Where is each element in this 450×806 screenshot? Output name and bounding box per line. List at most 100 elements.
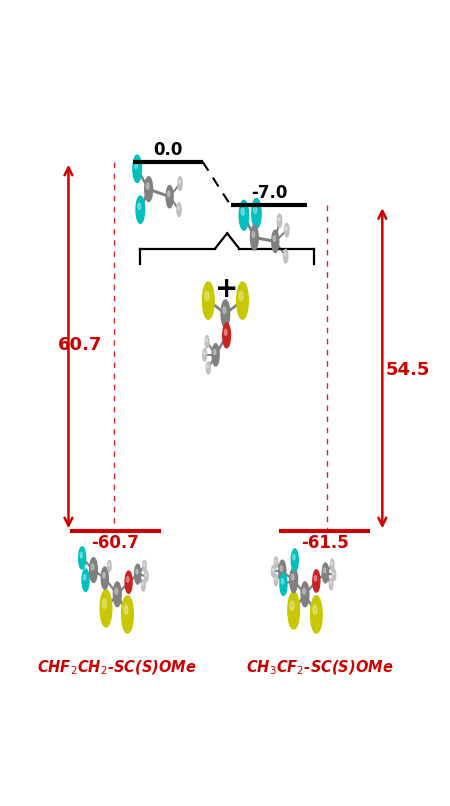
Ellipse shape bbox=[124, 605, 128, 614]
Ellipse shape bbox=[280, 566, 283, 571]
Text: -60.7: -60.7 bbox=[92, 534, 140, 552]
Ellipse shape bbox=[252, 231, 255, 238]
Ellipse shape bbox=[271, 566, 275, 577]
Ellipse shape bbox=[177, 203, 181, 217]
Ellipse shape bbox=[82, 569, 89, 592]
Ellipse shape bbox=[241, 208, 244, 215]
Ellipse shape bbox=[205, 291, 209, 301]
Ellipse shape bbox=[281, 579, 284, 584]
Ellipse shape bbox=[333, 572, 334, 575]
Text: 60.7: 60.7 bbox=[58, 336, 102, 354]
Ellipse shape bbox=[290, 601, 294, 610]
Ellipse shape bbox=[145, 177, 153, 202]
Ellipse shape bbox=[301, 582, 309, 607]
Text: -7.0: -7.0 bbox=[251, 185, 287, 202]
Ellipse shape bbox=[103, 572, 105, 578]
Ellipse shape bbox=[136, 569, 138, 574]
Ellipse shape bbox=[79, 546, 86, 569]
Ellipse shape bbox=[290, 567, 297, 592]
Ellipse shape bbox=[280, 573, 287, 596]
Ellipse shape bbox=[115, 588, 117, 594]
Ellipse shape bbox=[277, 214, 282, 227]
Ellipse shape bbox=[272, 231, 279, 252]
Ellipse shape bbox=[214, 349, 216, 355]
Ellipse shape bbox=[100, 590, 112, 627]
Ellipse shape bbox=[324, 568, 326, 573]
Ellipse shape bbox=[224, 329, 227, 335]
Ellipse shape bbox=[251, 225, 258, 250]
Ellipse shape bbox=[310, 596, 322, 633]
Ellipse shape bbox=[178, 177, 182, 190]
Ellipse shape bbox=[142, 583, 144, 585]
Ellipse shape bbox=[166, 185, 173, 208]
Ellipse shape bbox=[332, 569, 336, 580]
Ellipse shape bbox=[223, 307, 226, 314]
Ellipse shape bbox=[212, 343, 219, 366]
Text: 54.5: 54.5 bbox=[386, 361, 430, 379]
Ellipse shape bbox=[221, 300, 230, 327]
Ellipse shape bbox=[252, 198, 261, 228]
Ellipse shape bbox=[133, 155, 141, 182]
Ellipse shape bbox=[284, 249, 288, 263]
Ellipse shape bbox=[138, 203, 141, 210]
Ellipse shape bbox=[206, 339, 207, 342]
Ellipse shape bbox=[179, 181, 180, 184]
Ellipse shape bbox=[291, 549, 298, 571]
Ellipse shape bbox=[285, 226, 287, 231]
Ellipse shape bbox=[288, 592, 300, 629]
Ellipse shape bbox=[207, 365, 208, 368]
Ellipse shape bbox=[108, 563, 109, 566]
Ellipse shape bbox=[275, 559, 276, 563]
Ellipse shape bbox=[284, 253, 286, 256]
Ellipse shape bbox=[313, 605, 317, 614]
Ellipse shape bbox=[143, 560, 146, 571]
Ellipse shape bbox=[237, 282, 248, 319]
Text: +: + bbox=[216, 275, 239, 303]
Ellipse shape bbox=[223, 323, 230, 347]
Ellipse shape bbox=[275, 577, 276, 580]
Ellipse shape bbox=[80, 552, 82, 558]
Text: CH$_3$CF$_2$-SC(S)OMe: CH$_3$CF$_2$-SC(S)OMe bbox=[246, 659, 393, 677]
Ellipse shape bbox=[329, 579, 333, 590]
Text: CHF$_2$CH$_2$-SC(S)OMe: CHF$_2$CH$_2$-SC(S)OMe bbox=[37, 659, 197, 677]
Ellipse shape bbox=[202, 349, 207, 361]
Ellipse shape bbox=[126, 576, 129, 582]
Ellipse shape bbox=[90, 558, 97, 583]
Ellipse shape bbox=[91, 564, 94, 570]
Ellipse shape bbox=[142, 580, 145, 591]
Text: 0.0: 0.0 bbox=[153, 141, 183, 159]
Ellipse shape bbox=[101, 567, 108, 589]
Ellipse shape bbox=[272, 568, 274, 571]
Ellipse shape bbox=[274, 575, 278, 586]
Ellipse shape bbox=[113, 582, 121, 607]
Ellipse shape bbox=[122, 596, 133, 633]
Ellipse shape bbox=[125, 571, 132, 593]
Ellipse shape bbox=[330, 581, 331, 584]
Ellipse shape bbox=[314, 575, 317, 581]
Ellipse shape bbox=[239, 291, 243, 301]
Ellipse shape bbox=[279, 560, 286, 583]
Ellipse shape bbox=[274, 557, 278, 568]
Ellipse shape bbox=[202, 282, 214, 319]
Ellipse shape bbox=[205, 335, 209, 348]
Ellipse shape bbox=[292, 555, 295, 560]
Ellipse shape bbox=[331, 562, 333, 565]
Ellipse shape bbox=[136, 196, 144, 223]
Ellipse shape bbox=[203, 351, 205, 355]
Ellipse shape bbox=[207, 362, 210, 374]
Ellipse shape bbox=[103, 599, 107, 609]
Ellipse shape bbox=[135, 162, 138, 168]
Ellipse shape bbox=[330, 559, 334, 571]
Ellipse shape bbox=[278, 218, 279, 221]
Ellipse shape bbox=[303, 588, 306, 594]
Ellipse shape bbox=[178, 206, 179, 210]
Ellipse shape bbox=[108, 560, 111, 571]
Ellipse shape bbox=[135, 564, 141, 584]
Ellipse shape bbox=[313, 570, 320, 592]
Ellipse shape bbox=[322, 563, 328, 583]
Ellipse shape bbox=[273, 235, 275, 241]
Ellipse shape bbox=[83, 575, 86, 580]
Ellipse shape bbox=[285, 223, 289, 237]
Ellipse shape bbox=[146, 183, 149, 189]
Ellipse shape bbox=[291, 574, 294, 580]
